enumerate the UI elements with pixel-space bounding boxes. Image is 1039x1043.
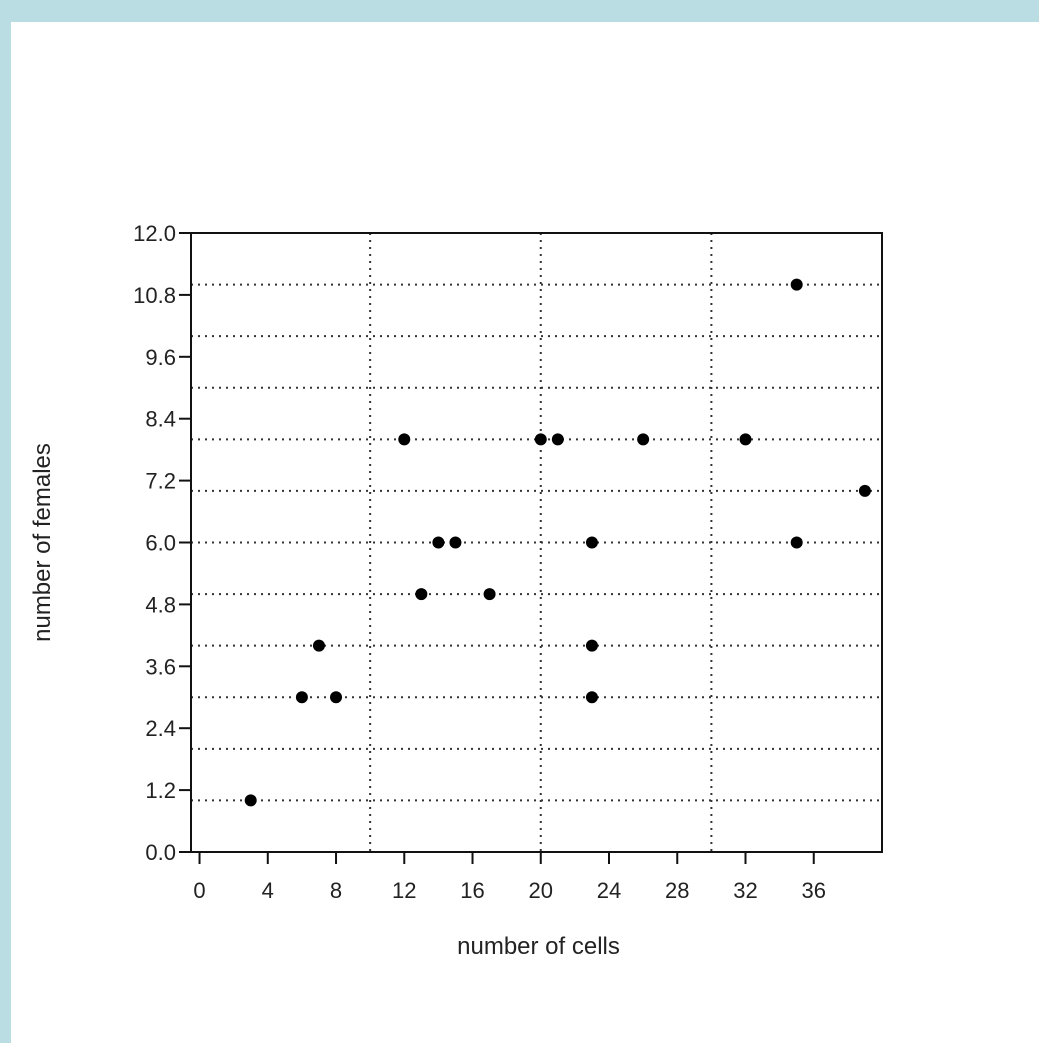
data-point <box>432 536 445 549</box>
y-tick-label: 6.0 <box>145 531 176 556</box>
y-axis-title: number of females <box>29 443 56 642</box>
y-tick-label: 10.8 <box>133 283 176 308</box>
data-point <box>858 484 871 497</box>
y-tick-label: 12.0 <box>133 221 176 246</box>
plot-frame <box>190 232 883 853</box>
data-point <box>295 691 308 704</box>
y-tick-label: 2.4 <box>145 716 176 741</box>
data-point <box>585 691 598 704</box>
data-points <box>244 278 871 807</box>
y-tick-label: 0.0 <box>145 840 176 865</box>
data-point <box>449 536 462 549</box>
x-tick-label: 0 <box>193 878 205 903</box>
data-point <box>585 536 598 549</box>
x-tick-label: 24 <box>597 878 621 903</box>
data-point <box>551 433 564 446</box>
x-axis-title: number of cells <box>457 933 620 960</box>
gridlines <box>191 233 882 852</box>
x-tick-label: 8 <box>330 878 342 903</box>
x-tick-label: 36 <box>802 878 826 903</box>
data-point <box>398 433 411 446</box>
x-tick-label: 16 <box>460 878 484 903</box>
data-point <box>534 433 547 446</box>
data-point <box>739 433 752 446</box>
x-tick-label: 12 <box>392 878 416 903</box>
x-tick-label: 32 <box>733 878 757 903</box>
y-tick-label: 8.4 <box>145 407 176 432</box>
data-point <box>330 691 343 704</box>
data-point <box>483 588 496 601</box>
data-point <box>244 794 257 807</box>
axis-ticks: 0.0 1.2 2.4 3.6 4.8 6.0 7.2 8.4 9.6 10.8 12.0 0 4 8 12… <box>133 221 826 903</box>
chart-panel <box>11 22 1039 1043</box>
data-point <box>637 433 650 446</box>
x-tick-label: 28 <box>665 878 689 903</box>
y-tick-label: 1.2 <box>145 778 176 803</box>
data-point <box>312 639 325 652</box>
data-point <box>790 536 803 549</box>
y-tick-label: 4.8 <box>145 592 176 617</box>
y-tick-label: 3.6 <box>145 654 176 679</box>
x-tick-label: 4 <box>262 878 274 903</box>
y-tick-label: 9.6 <box>145 345 176 370</box>
data-point <box>585 639 598 652</box>
data-point <box>415 588 428 601</box>
data-point <box>790 278 803 291</box>
x-tick-label: 20 <box>529 878 553 903</box>
y-tick-label: 7.2 <box>145 469 176 494</box>
